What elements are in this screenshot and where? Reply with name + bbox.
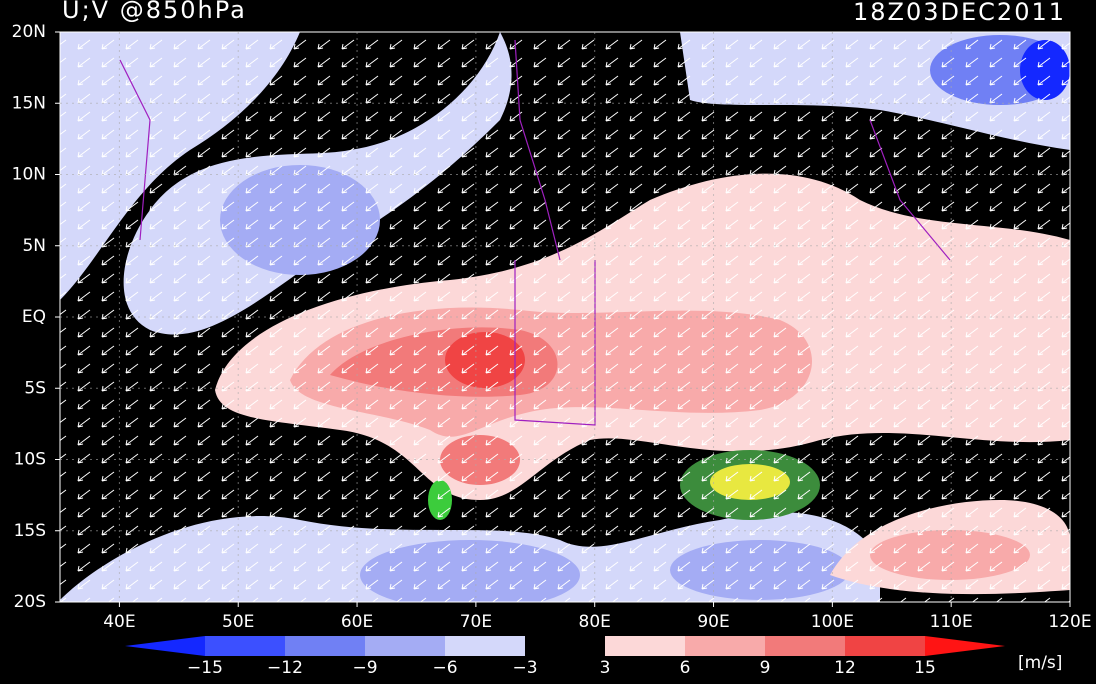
longitude-label: 100E — [811, 612, 854, 632]
latitude-label: 10N — [12, 165, 46, 185]
colorbar-arrow — [125, 636, 205, 656]
title: U;V @850hPa — [62, 0, 247, 24]
coastline — [119, 39, 951, 426]
latitude-label: 5N — [22, 236, 46, 256]
longitude-label: 110E — [930, 612, 973, 632]
colorbar-segment — [445, 636, 525, 656]
colorbar-segment — [685, 636, 765, 656]
colorbar-segment — [365, 636, 445, 656]
colorbar-segment — [845, 636, 925, 656]
latitude-label: 20S — [14, 592, 46, 612]
latitude-label: 5S — [24, 378, 46, 398]
colorbar-label: −6 — [432, 658, 457, 678]
latitude-label: 20N — [12, 22, 46, 42]
colorbar-segment — [205, 636, 285, 656]
longitude-label: 40E — [103, 612, 135, 632]
colorbar-label: −9 — [352, 658, 377, 678]
longitude-label: 80E — [579, 612, 611, 632]
colorbar-label: 12 — [834, 658, 856, 678]
colorbar-label: −12 — [267, 658, 303, 678]
colorbar-segment — [285, 636, 365, 656]
latitude-label: 15N — [12, 93, 46, 113]
map-area — [60, 32, 1070, 602]
colorbar-label: 6 — [680, 658, 691, 678]
longitude-label: 70E — [460, 612, 492, 632]
colorbar-segment — [525, 636, 605, 656]
colorbar-arrow — [925, 636, 1005, 656]
longitude-label: 120E — [1048, 612, 1091, 632]
longitude-label: 60E — [341, 612, 373, 632]
colorbar-label: −15 — [187, 658, 223, 678]
latitude-label: 15S — [14, 521, 46, 541]
valid-time: 18Z03DEC2011 — [853, 0, 1066, 26]
colorbar-unit: [m/s] — [1018, 653, 1062, 673]
colorbar-label: 3 — [600, 658, 611, 678]
colorbar-segment — [765, 636, 845, 656]
latitude-label: 10S — [14, 450, 46, 470]
latitude-label: EQ — [22, 307, 46, 327]
colorbar-segment — [605, 636, 685, 656]
colorbar-label: 9 — [760, 658, 771, 678]
colorbar-label: 15 — [914, 658, 936, 678]
longitude-label: 50E — [222, 612, 254, 632]
colorbar-label: −3 — [512, 658, 537, 678]
longitude-label: 90E — [697, 612, 729, 632]
